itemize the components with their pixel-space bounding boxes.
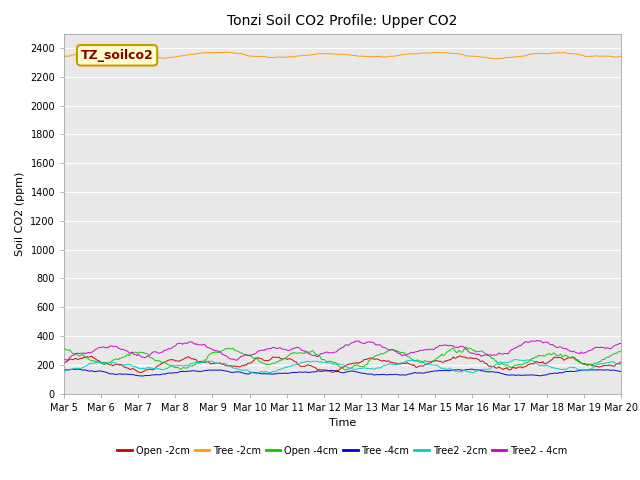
X-axis label: Time: Time (329, 418, 356, 428)
Title: Tonzi Soil CO2 Profile: Upper CO2: Tonzi Soil CO2 Profile: Upper CO2 (227, 14, 458, 28)
Y-axis label: Soil CO2 (ppm): Soil CO2 (ppm) (15, 171, 25, 256)
Text: TZ_soilco2: TZ_soilco2 (81, 49, 154, 62)
Legend: Open -2cm, Tree -2cm, Open -4cm, Tree -4cm, Tree2 -2cm, Tree2 - 4cm: Open -2cm, Tree -2cm, Open -4cm, Tree -4… (113, 442, 572, 459)
